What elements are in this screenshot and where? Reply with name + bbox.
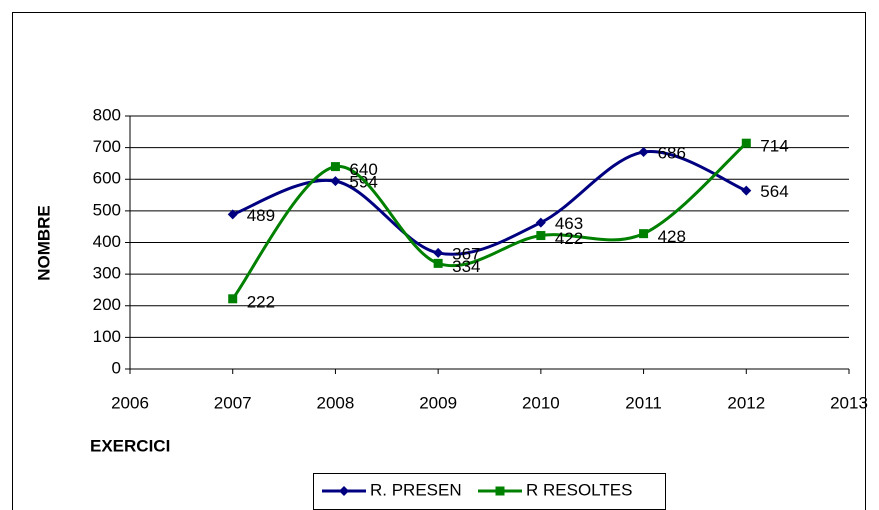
x-tick-label: 2006 xyxy=(111,393,149,412)
data-label: 714 xyxy=(760,137,788,156)
legend-label: R RESOLTES xyxy=(526,480,632,499)
marker xyxy=(741,138,751,148)
data-label: 686 xyxy=(658,144,686,163)
y-tick-label: 700 xyxy=(93,137,121,156)
data-label: 428 xyxy=(658,227,686,246)
x-axis-title: EXERCICI xyxy=(90,436,170,455)
marker xyxy=(639,229,649,239)
legend-marker xyxy=(495,486,505,496)
y-tick-label: 600 xyxy=(93,169,121,188)
y-tick-label: 100 xyxy=(93,327,121,346)
data-label: 422 xyxy=(555,229,583,248)
marker xyxy=(228,294,238,304)
y-tick-label: 800 xyxy=(93,105,121,124)
legend-label: R. PRESEN xyxy=(370,480,462,499)
x-tick-label: 2012 xyxy=(727,393,765,412)
data-label: 334 xyxy=(452,257,480,276)
marker xyxy=(535,217,546,228)
y-tick-label: 200 xyxy=(93,295,121,314)
x-tick-label: 2009 xyxy=(419,393,457,412)
marker xyxy=(433,258,443,268)
y-tick-label: 0 xyxy=(112,358,121,377)
series-line xyxy=(231,142,748,300)
data-label: 367 xyxy=(452,244,480,263)
y-tick-label: 500 xyxy=(93,200,121,219)
marker xyxy=(227,209,238,220)
x-tick-label: 2008 xyxy=(317,393,355,412)
x-tick-label: 2007 xyxy=(214,393,252,412)
marker xyxy=(330,176,341,187)
marker xyxy=(741,185,752,196)
series-line xyxy=(232,150,747,256)
data-label: 463 xyxy=(555,214,583,233)
data-label: 564 xyxy=(760,182,788,201)
x-tick-label: 2011 xyxy=(625,393,662,412)
marker xyxy=(536,231,546,241)
data-label: 222 xyxy=(247,292,275,311)
data-label: 640 xyxy=(349,160,377,179)
y-tick-label: 400 xyxy=(93,232,121,251)
legend-marker xyxy=(339,486,349,496)
marker xyxy=(330,162,340,172)
x-tick-label: 2010 xyxy=(522,393,560,412)
marker xyxy=(433,247,444,258)
x-tick-label: 2013 xyxy=(830,393,868,412)
marker xyxy=(638,147,649,158)
data-label: 489 xyxy=(247,206,275,225)
y-tick-label: 300 xyxy=(93,264,121,283)
y-axis-title: NOMBRE xyxy=(34,205,53,281)
